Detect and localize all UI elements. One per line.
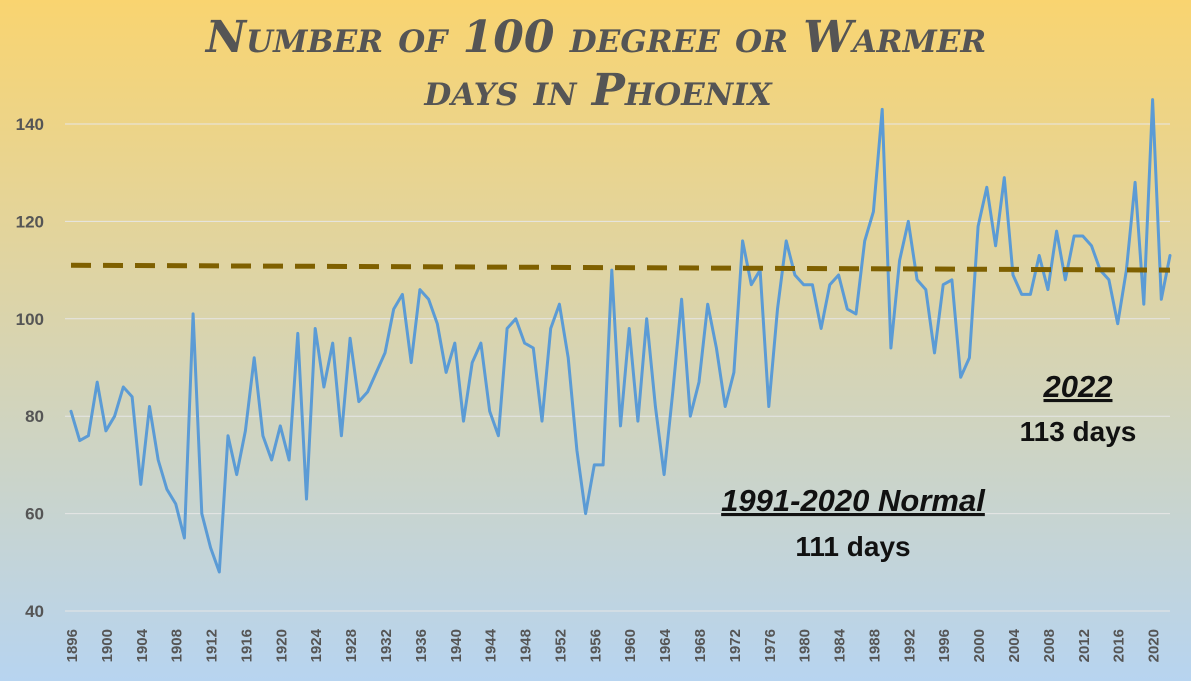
x-tick-label-1900: 1900 <box>99 629 116 662</box>
y-tick-label-100: 100 <box>16 310 44 329</box>
chart-title-line2: days in Phoenix <box>423 65 773 116</box>
x-tick-label-2020: 2020 <box>1146 629 1163 662</box>
x-tick-label-1948: 1948 <box>518 629 535 662</box>
normal-dashed-line <box>70 262 1171 273</box>
x-tick-label-2000: 2000 <box>971 629 988 662</box>
x-tick-label-1904: 1904 <box>134 628 151 662</box>
normal-annotation-value: 111 days <box>795 531 910 562</box>
x-tick-label-1944: 1944 <box>483 628 500 662</box>
y-tick-label-80: 80 <box>25 407 44 426</box>
y-tick-label-140: 140 <box>16 115 44 134</box>
x-tick-label-1916: 1916 <box>238 629 255 662</box>
x-tick-label-1964: 1964 <box>657 628 674 662</box>
x-tick-label-1984: 1984 <box>832 628 849 662</box>
x-tick-label-1924: 1924 <box>308 628 325 662</box>
x-tick-label-2004: 2004 <box>1006 628 1023 662</box>
x-tick-label-1992: 1992 <box>901 629 918 662</box>
year-2022-annotation-title: 2022 <box>1043 369 1113 404</box>
x-tick-label-1920: 1920 <box>273 629 290 662</box>
x-tick-label-1956: 1956 <box>587 629 604 662</box>
x-tick-label-1968: 1968 <box>692 629 709 662</box>
x-tick-label-1940: 1940 <box>448 629 465 662</box>
x-tick-label-1972: 1972 <box>727 629 744 662</box>
chart-title-line1: Number of 100 degree or Warmer <box>204 12 986 63</box>
x-tick-label-1928: 1928 <box>343 629 360 662</box>
gridlines <box>65 123 1170 612</box>
series-line-days-100-plus <box>69 98 1172 574</box>
x-tick-label-1980: 1980 <box>797 629 814 662</box>
y-tick-label-60: 60 <box>25 505 44 524</box>
x-tick-label-1960: 1960 <box>622 629 639 662</box>
x-axis-ticks: 1896 1900 1904 1908 1912 1916 1920 1924 1928 1932… <box>64 628 1163 662</box>
x-tick-label-2016: 2016 <box>1111 629 1128 662</box>
y-tick-label-120: 120 <box>16 212 44 231</box>
y-tick-label-40: 40 <box>25 602 44 621</box>
x-tick-label-1936: 1936 <box>413 629 430 662</box>
x-tick-label-1912: 1912 <box>204 629 221 662</box>
x-tick-label-1996: 1996 <box>936 629 953 662</box>
series-layer <box>69 98 1172 574</box>
x-tick-label-1976: 1976 <box>762 629 779 662</box>
x-tick-label-1988: 1988 <box>866 629 883 662</box>
year-2022-annotation-value: 113 days <box>1020 416 1137 447</box>
normal-annotation-title: 1991-2020 Normal <box>721 483 986 518</box>
x-tick-label-1932: 1932 <box>378 629 395 662</box>
x-tick-label-1896: 1896 <box>64 629 81 662</box>
y-axis-ticks: 40 60 80 100 120 140 <box>16 115 44 621</box>
x-tick-label-2012: 2012 <box>1076 629 1093 662</box>
x-tick-label-1908: 1908 <box>169 629 186 662</box>
x-tick-label-2008: 2008 <box>1041 629 1058 662</box>
x-tick-label-1952: 1952 <box>552 629 569 662</box>
